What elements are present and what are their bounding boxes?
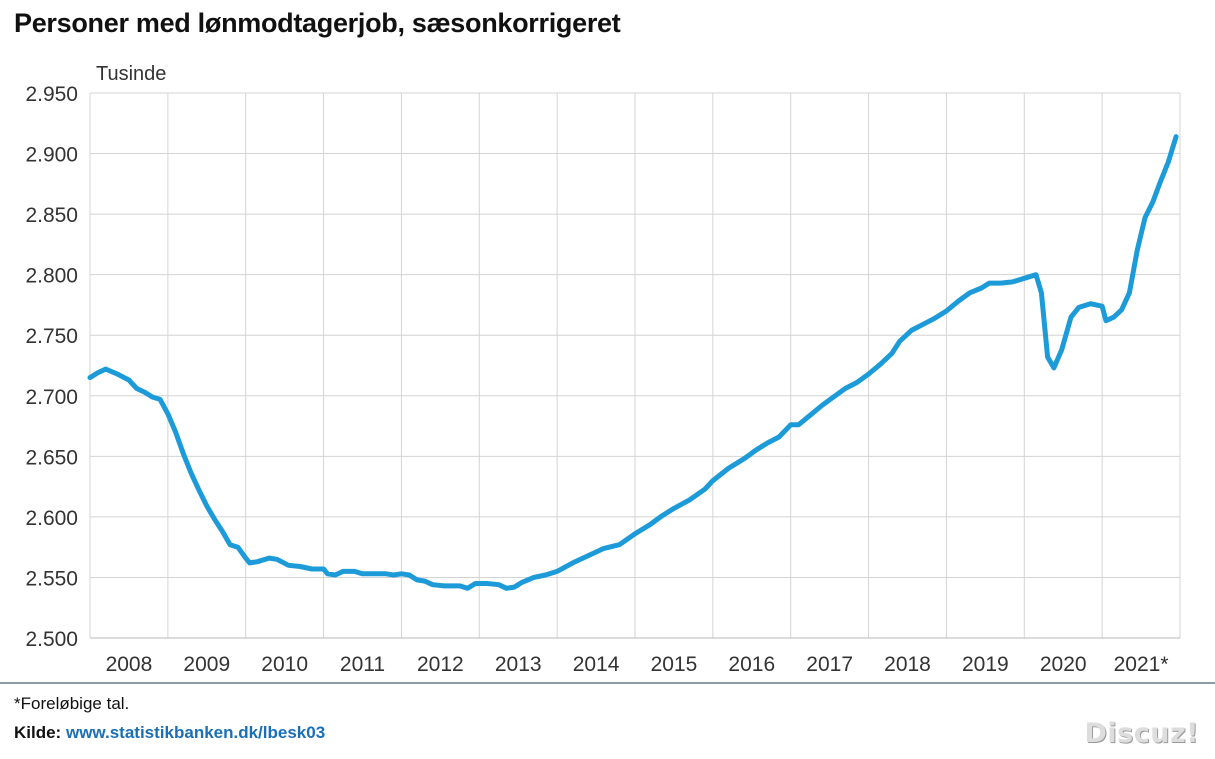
- line-chart: 2.500 2.550 2.600 2.650 2.700 2.750 2.800 2.850…: [0, 63, 1215, 684]
- x-tick-label: 2016: [728, 653, 775, 676]
- x-tick-label: 2018: [884, 653, 931, 676]
- x-tick-label: 2012: [417, 653, 464, 676]
- y-tick-label: 2.550: [25, 567, 78, 590]
- source-link[interactable]: www.statistikbanken.dk/lbesk03: [65, 723, 326, 742]
- x-tick-label: 2019: [962, 653, 1009, 676]
- watermark-logo: Discuz!: [1084, 718, 1199, 749]
- y-tick-label: 2.700: [25, 386, 78, 409]
- chart-title: Personer med lønmodtagerjob, sæsonkorrig…: [14, 8, 621, 38]
- grid: [89, 92, 1181, 639]
- series: [87, 134, 1179, 591]
- source-label: Kilde:: [14, 723, 62, 742]
- footnote: *Foreløbige tal.: [14, 694, 130, 713]
- y-axis: 2.500 2.550 2.600 2.650 2.700 2.750 2.800 2.850…: [25, 83, 78, 651]
- y-tick-label: 2.650: [25, 446, 78, 469]
- y-tick-label: 2.750: [25, 325, 78, 348]
- series-line: [87, 134, 1179, 591]
- y-tick-label: 2.800: [25, 265, 78, 288]
- y-axis-unit-label: Tusinde: [96, 63, 166, 85]
- y-tick-label: 2.900: [25, 144, 78, 167]
- x-tick-label: 2020: [1040, 653, 1087, 676]
- x-tick-label: 2009: [183, 653, 230, 676]
- y-tick-label: 2.500: [25, 628, 78, 651]
- source-line: Kilde: www.statistikbanken.dk/lbesk03: [14, 723, 325, 743]
- x-tick-label: 2008: [106, 653, 153, 676]
- x-tick-label: 2010: [261, 653, 308, 676]
- x-tick-label: 2017: [806, 653, 853, 676]
- y-tick-label: 2.850: [25, 204, 78, 227]
- x-tick-label: 2013: [495, 653, 542, 676]
- x-tick-label: 2014: [573, 653, 620, 676]
- x-tick-label: 2015: [651, 653, 698, 676]
- y-tick-label: 2.600: [25, 507, 78, 530]
- x-tick-label: 2011: [340, 653, 385, 676]
- x-axis: 2008 2009 2010 2011 2012 2013 2014 2015 2016 2017…: [0, 637, 1215, 684]
- x-tick-label: 2021*: [1114, 653, 1169, 676]
- y-tick-label: 2.950: [25, 83, 78, 106]
